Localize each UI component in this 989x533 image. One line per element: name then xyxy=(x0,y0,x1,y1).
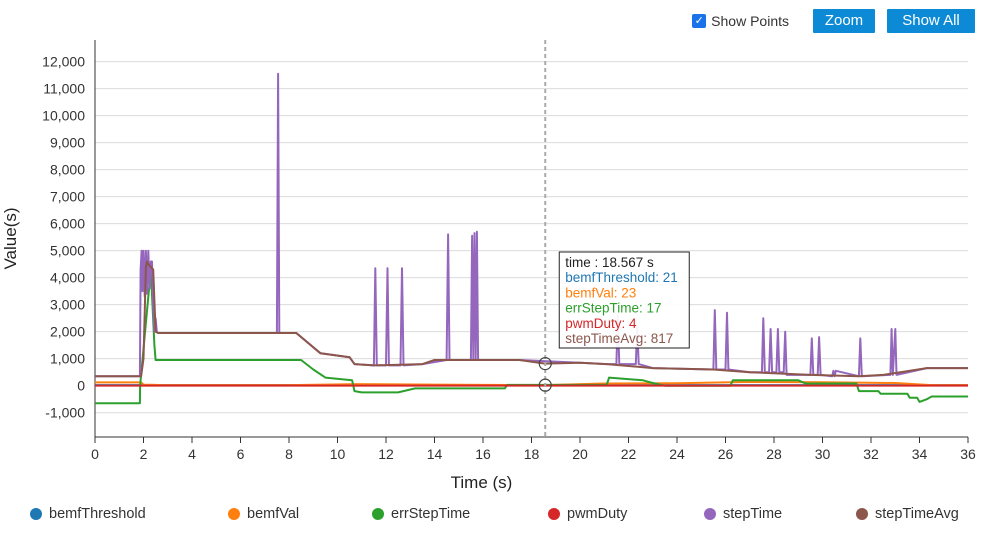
y-tick-label: 12,000 xyxy=(42,54,85,70)
y-tick-label: 5,000 xyxy=(50,243,85,259)
x-tick-label: 10 xyxy=(330,446,346,462)
legend-item-pwmDuty[interactable]: pwmDuty xyxy=(548,506,627,522)
cursor-marker xyxy=(538,378,552,392)
x-tick-label: 16 xyxy=(475,446,491,462)
legend-label: pwmDuty xyxy=(567,506,628,522)
series-line-stepTimeAvg xyxy=(95,260,968,378)
time-series-chart[interactable]: -1,000 0 1,000 2,000 3,000 4,000 5,000 6,000 7,0… xyxy=(0,0,989,500)
y-tick-label: 10,000 xyxy=(42,108,85,124)
chart-legend: bemfThreshold bemfVal errStepTime pwmDuty st… xyxy=(0,506,989,528)
legend-item-stepTimeAvg[interactable]: stepTimeAvg xyxy=(856,506,959,522)
y-tick-label: 7,000 xyxy=(50,189,85,205)
legend-label: bemfThreshold xyxy=(49,506,146,522)
x-tick-label: 0 xyxy=(91,446,99,462)
legend-item-stepTime[interactable]: stepTime xyxy=(704,506,782,522)
legend-label: stepTimeAvg xyxy=(875,506,959,522)
x-tick-label: 30 xyxy=(815,446,831,462)
x-tick-label: 28 xyxy=(766,446,782,462)
x-tick-label: 20 xyxy=(572,446,588,462)
show-points-checkbox[interactable]: ✓ xyxy=(692,14,707,28)
tooltip-line: time : 18.567 s xyxy=(565,255,654,270)
x-tick-label: 4 xyxy=(188,446,196,462)
y-tick-label: 6,000 xyxy=(50,216,85,232)
tooltip-line: errStepTime: 17 xyxy=(565,301,661,316)
x-tick-label: 24 xyxy=(669,446,685,462)
x-tick-label: 22 xyxy=(621,446,637,462)
chart-toolbar: ✓ Show Points Zoom Show All xyxy=(692,8,975,34)
tooltip-line: bemfVal: 23 xyxy=(565,285,636,300)
legend-label: bemfVal xyxy=(247,506,300,522)
show-all-button[interactable]: Show All xyxy=(887,9,975,33)
legend-swatch xyxy=(548,508,560,520)
series-line-stepTime xyxy=(95,72,968,378)
legend-swatch xyxy=(372,508,384,520)
x-tick-label: 18 xyxy=(524,446,540,462)
x-tick-label: 26 xyxy=(718,446,734,462)
legend-label: errStepTime xyxy=(391,506,471,522)
tooltip-line: pwmDuty: 4 xyxy=(565,316,637,331)
y-axis-title: Value(s) xyxy=(1,207,20,269)
y-tick-label: 9,000 xyxy=(50,135,85,151)
y-tick-label: 11,000 xyxy=(43,81,85,97)
tooltip-line: stepTimeAvg: 817 xyxy=(565,331,673,346)
y-tick-label: 8,000 xyxy=(50,162,85,178)
y-tick-label: 0 xyxy=(77,378,85,394)
legend-item-bemfVal[interactable]: bemfVal xyxy=(228,506,299,522)
legend-label: stepTime xyxy=(723,506,783,522)
series-line-errStepTime xyxy=(95,268,968,405)
tooltip-line: bemfThreshold: 21 xyxy=(565,270,678,285)
x-tick-label: 6 xyxy=(237,446,245,462)
y-tick-label: 2,000 xyxy=(50,324,85,340)
cursor-marker xyxy=(538,357,552,371)
x-tick-label: 34 xyxy=(912,446,928,462)
y-tick-label: 1,000 xyxy=(50,351,85,367)
show-points-label: Show Points xyxy=(711,13,789,29)
zoom-button[interactable]: Zoom xyxy=(813,9,875,33)
legend-swatch xyxy=(228,508,240,520)
x-tick-label: 12 xyxy=(378,446,394,462)
x-tick-label: 2 xyxy=(140,446,148,462)
y-tick-label: -1,000 xyxy=(45,405,85,421)
x-tick-label: 36 xyxy=(960,446,976,462)
legend-item-bemfThreshold[interactable]: bemfThreshold xyxy=(30,506,146,522)
legend-swatch xyxy=(704,508,716,520)
x-axis-title: Time (s) xyxy=(451,473,513,492)
legend-item-errStepTime[interactable]: errStepTime xyxy=(372,506,470,522)
y-tick-label: 3,000 xyxy=(50,297,85,313)
legend-swatch xyxy=(856,508,868,520)
y-tick-label: 4,000 xyxy=(50,270,85,286)
x-tick-label: 32 xyxy=(863,446,879,462)
x-tick-label: 14 xyxy=(427,446,443,462)
cursor-tooltip xyxy=(558,251,690,349)
legend-swatch xyxy=(30,508,42,520)
x-tick-label: 8 xyxy=(285,446,293,462)
show-points-toggle[interactable]: ✓ Show Points xyxy=(692,13,789,29)
